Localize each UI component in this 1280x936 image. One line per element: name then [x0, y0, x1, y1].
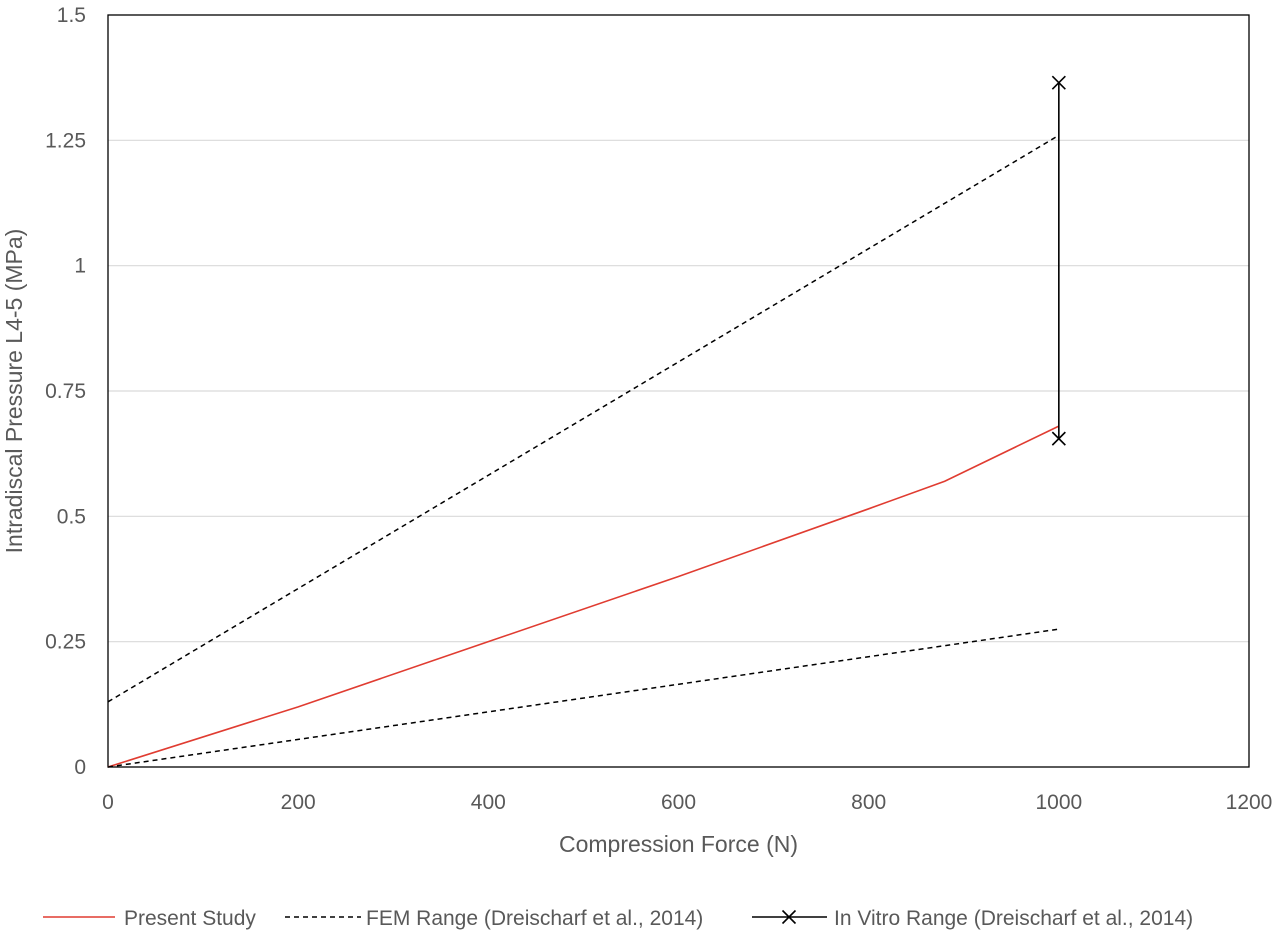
in-vitro-marker — [1051, 431, 1066, 446]
y-axis-label: Intradiscal Pressure L4-5 (MPa) — [1, 229, 27, 554]
x-tick-label: 1200 — [1226, 791, 1273, 814]
series-present-study — [107, 425, 1060, 768]
series-fem-range-lower — [107, 628, 1059, 768]
grid-layer — [108, 139, 1249, 643]
legend-label-in-vitro-range: In Vitro Range (Dreischarf et al., 2014) — [834, 907, 1193, 930]
x-tick-label: 600 — [661, 791, 696, 814]
y-tick-label: 0.25 — [45, 631, 86, 654]
in-vitro-marker — [1051, 75, 1066, 90]
x-tick-label: 0 — [102, 791, 114, 814]
y-tick-label: 0 — [74, 756, 86, 779]
plot-frame — [107, 14, 1250, 768]
y-tick-label: 0.75 — [45, 380, 86, 403]
tick-layer: 0 0.25 0.5 0.75 1 1.25 1.5 0 200 400 600 800 1000 120… — [45, 4, 1272, 814]
x-tick-label: 400 — [471, 791, 506, 814]
x-tick-label: 1000 — [1035, 791, 1082, 814]
y-tick-label: 1.25 — [45, 129, 86, 152]
legend-marker-x-icon — [781, 909, 797, 925]
x-tick-label: 800 — [851, 791, 886, 814]
legend: Present Study FEM Range (Dreischarf et a… — [43, 907, 1193, 930]
x-marker-icon — [781, 909, 797, 925]
y-tick-label: 1 — [74, 255, 86, 278]
series-fem-range-upper — [107, 134, 1060, 703]
x-axis-label: Compression Force (N) — [559, 831, 798, 857]
y-tick-label: 1.5 — [57, 4, 86, 27]
legend-label-fem-range: FEM Range (Dreischarf et al., 2014) — [366, 907, 703, 930]
legend-label-present-study: Present Study — [124, 907, 256, 930]
series-layer — [107, 75, 1066, 768]
y-tick-label: 0.5 — [57, 505, 86, 528]
x-tick-label: 200 — [281, 791, 316, 814]
